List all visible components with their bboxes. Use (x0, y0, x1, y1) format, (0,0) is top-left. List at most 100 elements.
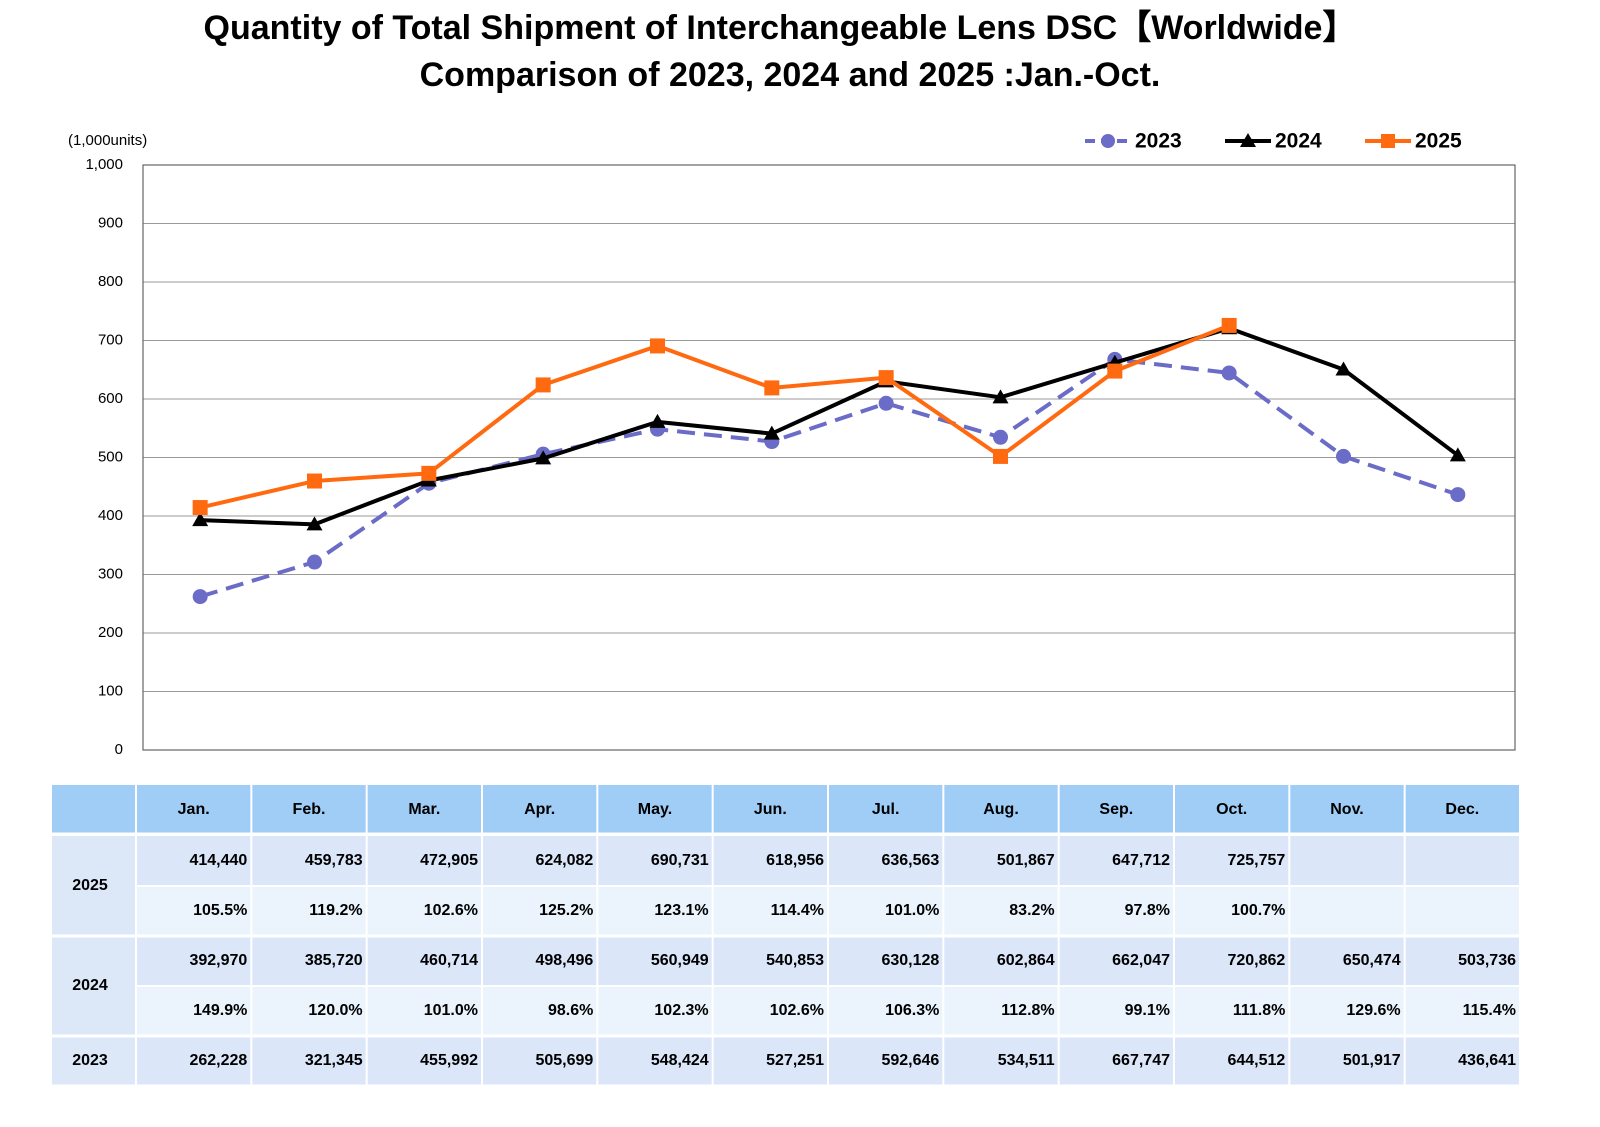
table-cell: 690,731 (651, 852, 709, 869)
point (1335, 361, 1352, 376)
table-cell: 102.3% (654, 1002, 708, 1019)
point (1449, 447, 1466, 462)
table-header-label: Sep. (1099, 801, 1133, 818)
point (1221, 365, 1237, 381)
legend-label: 2023 (1135, 130, 1182, 153)
table-row-label-bg (52, 1036, 136, 1086)
table-cell: 630,128 (881, 952, 939, 969)
table-header-label: Jun. (754, 801, 787, 818)
point (1336, 448, 1351, 464)
chart-title: Quantity of Total Shipment of Interchang… (204, 9, 1357, 47)
table-cell: 592,646 (881, 1052, 939, 1069)
table-row-label: 2025 (72, 877, 108, 894)
table-cell: 560,949 (651, 952, 709, 969)
table-cell: 111.8% (1233, 1002, 1286, 1019)
point (306, 516, 323, 531)
table-cell: 115.4% (1463, 1002, 1516, 1019)
legend-label: 2025 (1415, 130, 1462, 153)
point (192, 589, 208, 605)
table-header-label: Aug. (983, 801, 1019, 818)
table-cell: 262,228 (189, 1052, 247, 1069)
table-cell: 602,864 (997, 952, 1055, 969)
point (764, 380, 780, 396)
table-row-label-bg (52, 936, 136, 1036)
point (992, 389, 1009, 404)
table-cell: 644,512 (1227, 1052, 1285, 1069)
table-cell: 149.9% (193, 1002, 247, 1019)
y-tick-label: 200 (98, 624, 123, 641)
y-tick-label: 800 (98, 273, 123, 290)
table-cell: 101.0% (885, 902, 939, 919)
table-cell: 392,970 (189, 952, 247, 969)
table-cell: 112.8% (1001, 1002, 1054, 1019)
table-cell: 102.6% (770, 1002, 824, 1019)
table-cell: 647,712 (1112, 852, 1170, 869)
series-line (200, 326, 1460, 527)
table-cell: 120.0% (308, 1002, 362, 1019)
table-header-label: Jul. (872, 801, 900, 818)
table-cell: 129.6% (1346, 1002, 1400, 1019)
y-tick-label: 400 (98, 507, 123, 524)
series-line (199, 323, 1230, 510)
y-tick-label: 600 (98, 390, 123, 407)
point (878, 395, 894, 411)
table-cell: 125.2% (539, 902, 593, 919)
table-cell: 123.1% (654, 902, 708, 919)
table-cell: 720,862 (1227, 952, 1285, 969)
legend-label: 2024 (1275, 130, 1322, 153)
table-cell: 414,440 (189, 852, 247, 869)
y-tick-label: 300 (98, 565, 123, 582)
table-cell: 505,699 (535, 1052, 593, 1069)
point (307, 473, 322, 489)
table-cell: 106.3% (885, 1002, 939, 1019)
table-cell: 436,641 (1458, 1052, 1516, 1069)
table-cell: 83.2% (1009, 902, 1054, 919)
table-row-label: 2023 (72, 1052, 108, 1069)
data-table: Jan. Feb. Mar. Apr. May. Jun. Jul. Aug. Sep. Oct.… (52, 785, 1521, 1088)
point (192, 512, 209, 527)
table-header-label: Nov. (1330, 801, 1363, 818)
legend-marker (1381, 134, 1395, 148)
legend-marker (1240, 133, 1256, 147)
y-tick-label: 500 (98, 448, 123, 465)
table-cell: 459,783 (305, 852, 363, 869)
table-cell: 385,720 (305, 952, 363, 969)
point (421, 465, 437, 481)
y-tick-label: 900 (98, 214, 123, 231)
point (535, 377, 551, 393)
table-cell: 725,757 (1227, 852, 1285, 869)
point (763, 425, 780, 440)
y-tick-label: 700 (98, 331, 123, 348)
point (1107, 363, 1123, 379)
plot-frame (142, 164, 1516, 751)
table-cell: 498,496 (535, 952, 593, 969)
table-cell: 321,345 (305, 1052, 363, 1069)
y-tick-label: 100 (98, 682, 123, 699)
table-cell: 667,747 (1112, 1052, 1170, 1069)
y-axis-label: (1,000units) (68, 132, 147, 149)
table-cell: 501,917 (1343, 1052, 1401, 1069)
table-cell: 540,853 (766, 952, 824, 969)
table-header-label: Oct. (1216, 801, 1247, 818)
table-cell: 650,474 (1343, 952, 1401, 969)
table-cell: 455,992 (420, 1052, 478, 1069)
table-header-label: Mar. (408, 801, 440, 818)
table-cell: 548,424 (651, 1052, 709, 1069)
y-tick-label: 0 (115, 741, 123, 758)
legend-marker (1101, 134, 1115, 148)
point (535, 450, 552, 465)
table-cell: 501,867 (997, 852, 1055, 869)
table-header-label: Dec. (1445, 801, 1479, 818)
table-cell: 534,511 (998, 1052, 1055, 1069)
table-cell: 98.6% (548, 1002, 593, 1019)
table-cell: 102.6% (424, 902, 478, 919)
table-cell: 636,563 (881, 852, 939, 869)
table-header-bg (52, 785, 1520, 833)
point (1450, 487, 1466, 503)
point (993, 429, 1008, 445)
table-cell: 527,251 (766, 1052, 824, 1069)
table-cell: 97.8% (1125, 902, 1170, 919)
table-header-label: Feb. (293, 801, 326, 818)
table-cell: 100.7% (1231, 902, 1285, 919)
